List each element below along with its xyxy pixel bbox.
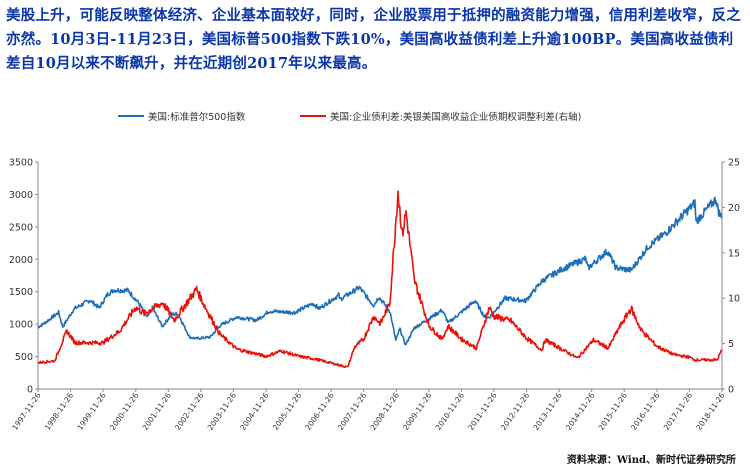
series-line-hy-spread (37, 190, 722, 369)
x-tick-label: 2016-11-26 (629, 391, 662, 432)
x-tick-label: 2003-11-26 (206, 391, 239, 432)
x-tick-label: 2012-11-26 (499, 391, 532, 432)
chart-legend: 美国:标准普尔500指数 美国:企业债利差:美银美国高收益企业债期权调整利差(右… (0, 109, 750, 125)
y-left-tick-label: 1000 (9, 320, 33, 331)
legend-swatch-hy-spread (300, 115, 326, 117)
headline-text: 美股上升，可能反映整体经济、企业基本面较好，同时，企业股票用于抵押的融资能力增强… (6, 7, 741, 72)
x-tick-label: 2015-11-26 (597, 391, 630, 432)
source-note: 资料来源：Wind、新时代证券研究所 (566, 455, 736, 466)
x-tick-label: 2007-11-26 (336, 391, 369, 432)
y-left-tick-label: 3000 (9, 190, 33, 201)
x-tick-label: 2010-11-26 (434, 391, 467, 432)
x-tick-label: 2006-11-26 (303, 391, 336, 432)
x-tick-label: 2009-11-26 (401, 391, 434, 432)
legend-item-sp500: 美国:标准普尔500指数 (118, 109, 245, 123)
x-tick-label: 2005-11-26 (271, 391, 304, 432)
x-tick-label: 2017-11-26 (662, 391, 695, 432)
x-tick-label: 2001-11-26 (141, 391, 174, 432)
line-chart: 0 500 1000 1500 2000 2500 3000 3500 0 5 10 15 20 25 19… (9, 158, 740, 432)
x-tick-label: 1998-11-26 (43, 391, 76, 432)
x-tick-label: 1999-11-26 (75, 391, 108, 432)
legend-label-sp500: 美国:标准普尔500指数 (148, 112, 246, 123)
y-left-tick-label: 3500 (9, 158, 33, 169)
y-left-tick-label: 0 (27, 385, 33, 396)
x-tick-label: 2008-11-26 (369, 391, 402, 432)
y-right-tick-label: 20 (728, 203, 740, 214)
y-left-tick-label: 2000 (9, 255, 33, 266)
y-left-tick-label: 1500 (9, 287, 33, 298)
legend-swatch-sp500 (118, 115, 144, 117)
y-right-tick-label: 10 (728, 294, 740, 305)
y-right-tick-label: 5 (728, 339, 734, 350)
x-tick-label: 2013-11-26 (531, 391, 564, 432)
y-left-tick-label: 500 (15, 352, 33, 363)
y-right-tick-label: 0 (728, 385, 734, 396)
x-tick-label: 1997-11-26 (10, 391, 43, 432)
y-right-tick-label: 15 (728, 248, 740, 259)
legend-item-hy-spread: 美国:企业债利差:美银美国高收益企业债期权调整利差(右轴) (300, 109, 581, 123)
x-tick-label: 2002-11-26 (173, 391, 206, 432)
x-tick-label: 2014-11-26 (564, 391, 597, 432)
legend-label-hy-spread: 美国:企业债利差:美银美国高收益企业债期权调整利差(右轴) (330, 112, 582, 123)
x-tick-label: 2018-11-26 (694, 391, 727, 432)
y-left-tick-label: 2500 (9, 222, 33, 233)
y-right-tick-label: 25 (728, 158, 740, 169)
x-tick-label: 2004-11-26 (238, 391, 271, 432)
x-tick-label: 2011-11-26 (466, 391, 499, 432)
x-tick-label: 2000-11-26 (108, 391, 141, 432)
